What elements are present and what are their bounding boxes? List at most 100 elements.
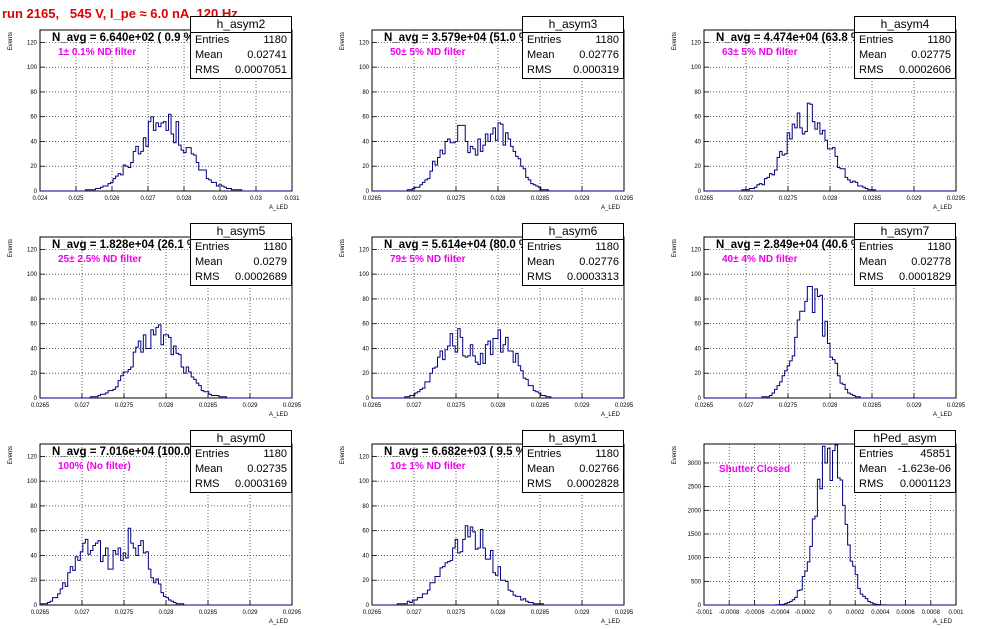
x-tick-label: 0.0275 [447,196,466,202]
stats-value: 0.0007051 [235,64,287,76]
navg-label: N_avg = 6.682e+03 ( 9.5 %) [384,446,530,458]
x-tick-label: 0.0265 [31,403,50,409]
stats-value: 0.02741 [247,49,287,61]
y-tick-label: 20 [362,164,369,170]
x-tick-label: 0.027 [140,196,156,202]
y-tick-label: 500 [691,579,702,585]
x-tick-label: 0.027 [74,403,90,409]
x-tick-label: -0.001 [695,610,713,616]
stats-entries: Entries 1180 [523,240,623,255]
stats-box: h_asym6 Entries 1180 Mean 0.02776 RMS 0.000331… [522,223,624,286]
stats-key: Mean [527,49,555,61]
plot-frame [371,443,625,606]
x-tick-label: 0.027 [406,196,422,202]
histogram-plot: 0.0265 0.027 0.0275 0.028 0.0285 0.029 0.0295 0… [340,443,634,625]
navg-label: N_avg = 7.016e+04 (100.0 %) [52,446,208,458]
stats-key: Entries [859,34,894,46]
stats-entries: Entries 1180 [523,33,623,48]
stats-key: RMS [195,478,220,490]
histogram-pad: 0.024 0.025 0.026 0.027 0.028 0.029 0.03 0.031 0… [0,8,332,215]
x-tick-label: 0.0285 [531,196,550,202]
y-tick-label: 100 [359,65,370,71]
x-tick-label: 0.0295 [615,196,634,202]
stats-box: h_asym0 Entries 1180 Mean 0.02735 RMS 0.000316… [190,430,292,493]
stats-entries: Entries 1180 [191,447,291,462]
stats-entries: Entries 1180 [855,33,955,48]
y-axis-label: Events [340,446,346,464]
y-tick-label: 0 [366,603,370,609]
stats-key: RMS [859,271,884,283]
stats-rms: RMS 0.0002689 [191,270,291,285]
x-tick-label: 0.0285 [863,196,882,202]
y-tick-label: 80 [30,297,37,303]
x-tick-label: 0.031 [284,196,300,202]
stats-value: 1180 [927,34,951,46]
histogram-name: h_asym5 [191,224,291,240]
navg-label: N_avg = 3.579e+04 (51.0 %) [384,32,533,44]
stats-value: 0.02776 [579,49,619,61]
stats-rms: RMS 0.0007051 [191,63,291,78]
stats-value: 0.0003313 [567,271,619,283]
y-tick-label: 1000 [688,556,702,562]
stats-mean: Mean 0.02776 [523,255,623,270]
stats-box: h_asym1 Entries 1180 Mean 0.02766 RMS 0.000282… [522,430,624,493]
plot-frame [39,236,293,399]
y-tick-label: 60 [362,529,369,535]
plot-frame [39,443,293,606]
x-tick-label: 0.0265 [363,610,382,616]
x-axis-label: A_LED [601,619,621,625]
x-tick-label: 0.0265 [31,610,50,616]
y-tick-label: 60 [30,529,37,535]
stats-mean: Mean 0.0279 [191,255,291,270]
filter-label: 25± 2.5% ND filter [58,254,142,265]
x-axis-label: A_LED [269,412,289,418]
navg-label: N_avg = 5.614e+04 (80.0 %) [384,239,533,251]
stats-box: h_asym7 Entries 1180 Mean 0.02778 RMS 0.000182… [854,223,956,286]
x-tick-label: 0.0285 [531,610,550,616]
y-axis-label: Events [8,239,14,257]
stats-key: Mean [859,463,887,475]
y-tick-label: 0 [34,189,38,195]
histogram-pad: 0.0265 0.027 0.0275 0.028 0.0285 0.029 0.0295 0… [0,422,332,629]
y-tick-label: 100 [27,479,38,485]
stats-key: Entries [195,34,230,46]
plot-frame [371,29,625,192]
y-axis-label: Events [8,32,14,50]
x-tick-label: 0.029 [906,196,922,202]
stats-value: 0.02775 [911,49,951,61]
x-tick-label: 0.026 [104,196,120,202]
y-tick-label: 2500 [688,485,702,491]
histogram-plot: 0.0265 0.027 0.0275 0.028 0.0285 0.029 0.0295 0… [340,29,634,211]
x-tick-label: 0.027 [738,403,754,409]
stats-key: RMS [195,64,220,76]
y-axis-label: Events [672,239,678,257]
stats-value: 1180 [595,241,619,253]
y-tick-label: 20 [694,371,701,377]
y-tick-label: 100 [691,65,702,71]
x-tick-label: 0.0275 [779,196,798,202]
y-tick-label: 120 [359,247,370,253]
x-tick-label: 0.029 [242,403,258,409]
x-axis-label: A_LED [933,205,953,211]
x-axis-label: A_LED [269,205,289,211]
y-tick-label: 120 [27,40,38,46]
x-tick-label: 0.0008 [922,610,941,616]
y-tick-label: 120 [359,454,370,460]
histogram-plot: 0.0265 0.027 0.0275 0.028 0.0285 0.029 0.0295 0… [672,29,966,211]
navg-label: N_avg = 4.474e+04 (63.8 %) [716,32,865,44]
x-tick-label: 0.0275 [115,403,134,409]
y-tick-label: 80 [30,504,37,510]
x-tick-label: 0.027 [74,610,90,616]
y-tick-label: 60 [30,115,37,121]
filter-label: 50± 5% ND filter [390,47,466,58]
x-tick-label: 0.0265 [695,403,714,409]
y-tick-label: 80 [30,90,37,96]
y-tick-label: 0 [698,603,702,609]
y-tick-label: 0 [34,396,38,402]
plot-frame [703,236,957,399]
stats-rms: RMS 0.000319 [523,63,623,78]
y-tick-label: 20 [362,578,369,584]
y-tick-label: 40 [362,553,369,559]
histogram-plot: 0.024 0.025 0.026 0.027 0.028 0.029 0.03 0.031 0… [8,29,300,211]
stats-key: RMS [527,271,552,283]
